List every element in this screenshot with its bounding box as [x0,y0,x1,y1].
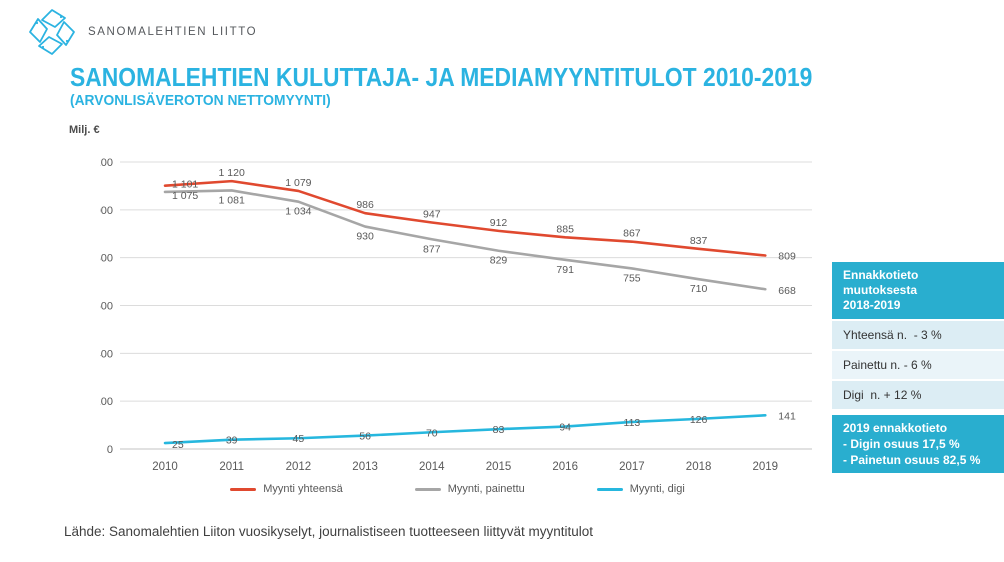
data-label: 70 [426,427,438,439]
data-label: 25 [172,439,184,451]
series-line-1 [163,189,767,291]
data-label: 1 101 [172,179,198,191]
data-label: 791 [556,264,574,276]
data-label: 668 [778,285,796,297]
legend-marker-icon [596,487,623,491]
page-title: SANOMALEHTIEN KULUTTAJA- JA MEDIAMYYNTIT… [70,62,813,92]
y-tick-label: 800 [100,253,113,265]
data-label: 912 [490,217,508,229]
legend-marker-icon [414,487,441,491]
data-label: 1 075 [172,190,198,202]
data-label: 809 [778,251,796,263]
x-tick-label: 2013 [352,461,378,473]
change-row-printed: Painettu n. - 6 % [832,351,1004,379]
chart-legend: Myynti yhteensä Myynti, painettu Myynti, d… [100,483,815,495]
y-axis-unit-label: Milj. € [69,124,100,136]
data-label: 885 [556,223,574,235]
data-label: 1 081 [219,194,245,206]
x-tick-label: 2016 [552,461,578,473]
data-label: 947 [423,209,441,221]
change-header-line: muutoksesta [843,283,918,297]
brand-header: SANOMALEHTIEN LIITTO [28,8,257,56]
data-label: 113 [624,417,641,429]
data-label: 141 [778,410,796,422]
x-tick-label: 2010 [152,461,178,473]
data-label: 83 [493,424,505,436]
x-tick-label: 2011 [219,461,244,473]
data-label: 930 [356,231,374,243]
forecast-line: - Digin osuus 17,5 % [843,437,960,451]
x-tick-label: 2019 [753,461,779,473]
data-label: 1 079 [285,177,311,189]
y-tick-label: 1 200 [100,157,113,169]
legend-marker-icon [230,487,257,491]
y-tick-label: 200 [100,396,113,408]
series-line-2 [163,413,767,445]
legend-label: Myynti, painettu [447,483,525,495]
x-tick-label: 2018 [686,461,712,473]
forecast-line: 2019 ennakkotieto [843,421,948,435]
source-note: Lähde: Sanomalehtien Liiton vuosikyselyt… [64,524,594,539]
data-label: 56 [359,431,371,443]
line-chart: 0 200 400 600 800 1 000 1 200 2010 2011 2012 2013 2… [100,157,812,473]
legend-label: Myynti yhteensä [263,483,343,495]
x-tick-label: 2017 [619,461,645,473]
data-label: 1 034 [285,206,311,218]
data-label: 39 [226,435,238,447]
change-forecast-header: Ennakkotieto muutoksesta 2018-2019 [832,262,1004,319]
y-tick-label: 1 000 [100,205,113,217]
data-label: 837 [690,235,708,247]
data-label: 877 [423,243,441,255]
forecast-2019-box: 2019 ennakkotieto - Digin osuus 17,5 % -… [832,415,1004,473]
forecast-panel: Ennakkotieto muutoksesta 2018-2019 Yhtee… [832,262,1004,473]
pinwheel-logo-icon [29,9,75,55]
data-label: 94 [559,422,571,434]
data-label: 755 [623,272,641,284]
change-header-line: Ennakkotieto [843,268,919,282]
x-tick-label: 2015 [486,461,512,473]
legend-item-1: Myynti, painettu [414,483,525,495]
data-label: 829 [490,255,508,267]
brand-name: SANOMALEHTIEN LIITTO [88,26,258,38]
data-label: 710 [690,283,708,295]
change-header-line: 2018-2019 [843,298,901,312]
data-label: 867 [623,228,641,240]
series-line-0 [163,179,767,257]
data-label: 126 [690,414,708,426]
page-subtitle: (ARVONLISÄVEROTON NETTOMYYNTI) [70,92,331,109]
legend-label: Myynti, digi [629,483,685,495]
change-row-total: Yhteensä n. - 3 % [832,321,1004,349]
legend-item-2: Myynti, digi [596,483,685,495]
x-tick-label: 2012 [286,461,312,473]
x-tick-label: 2014 [419,461,445,473]
forecast-line: - Painetun osuus 82,5 % [843,453,981,467]
change-row-digital: Digi n. + 12 % [832,381,1004,409]
y-tick-label: 400 [100,348,113,360]
data-label: 986 [356,199,374,211]
data-label: 1 120 [219,167,245,179]
y-tick-label: 0 [107,444,113,456]
legend-item-0: Myynti yhteensä [230,483,343,495]
y-tick-label: 600 [100,301,113,313]
data-label: 45 [293,433,305,445]
